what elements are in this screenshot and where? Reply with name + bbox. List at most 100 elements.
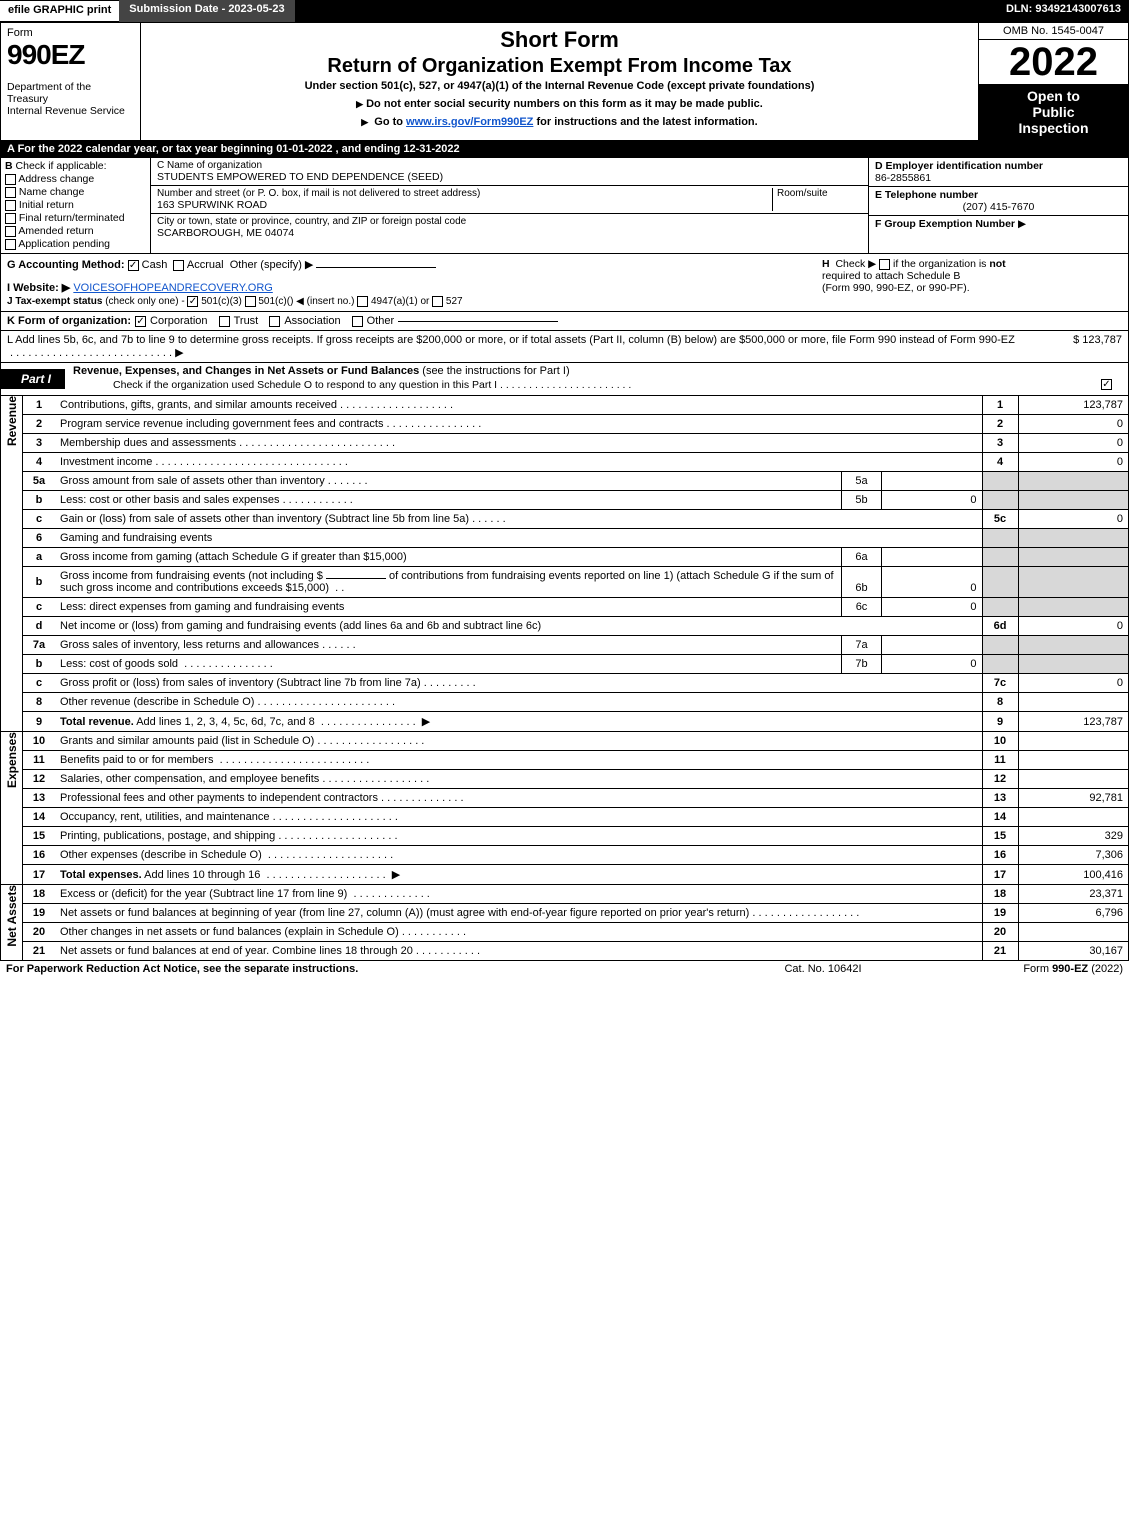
chk-527[interactable] <box>432 296 443 307</box>
line-3: 3 Membership dues and assessments . . . … <box>23 434 1128 453</box>
part-1-header: Part I Revenue, Expenses, and Changes in… <box>0 363 1129 396</box>
line-12: 12 Salaries, other compensation, and emp… <box>23 770 1128 789</box>
part-1-subtitle: (see the instructions for Part I) <box>422 365 569 377</box>
topbar: efile GRAPHIC print Submission Date - 20… <box>0 0 1129 22</box>
i-label: I Website: ▶ <box>7 282 70 294</box>
c-city-label: City or town, state or province, country… <box>157 216 862 227</box>
line-6a: a Gross income from gaming (attach Sched… <box>23 548 1128 567</box>
short-form-label: Short Form <box>149 27 970 53</box>
line-11: 11 Benefits paid to or for members . . .… <box>23 751 1128 770</box>
website-link[interactable]: VOICESOFHOPEANDRECOVERY.ORG <box>73 282 272 294</box>
chk-application-pending[interactable]: Application pending <box>5 238 146 250</box>
chk-4947[interactable] <box>357 296 368 307</box>
chk-amended-return[interactable]: Amended return <box>5 225 146 237</box>
h-block: H Check ▶ if the organization is not req… <box>822 258 1122 307</box>
e-label: E Telephone number <box>875 189 978 201</box>
line-5c: c Gain or (loss) from sale of assets oth… <box>23 510 1128 529</box>
chk-schedule-b[interactable] <box>879 259 890 270</box>
org-name: STUDENTS EMPOWERED TO END DEPENDENCE (SE… <box>157 171 862 183</box>
line-6d: d Net income or (loss) from gaming and f… <box>23 617 1128 636</box>
irs-link[interactable]: www.irs.gov/Form990EZ <box>406 116 533 128</box>
chk-501c[interactable] <box>245 296 256 307</box>
line-5a: 5a Gross amount from sale of assets othe… <box>23 472 1128 491</box>
chk-schedule-o[interactable] <box>1101 379 1112 390</box>
line-21: 21 Net assets or fund balances at end of… <box>23 942 1128 961</box>
form-word: Form <box>7 27 134 39</box>
line-2: 2 Program service revenue including gove… <box>23 415 1128 434</box>
part-1-tag: Part I <box>1 369 65 389</box>
chk-address-change[interactable]: Address change <box>5 173 146 185</box>
line-17: 17 Total expenses. Add lines 10 through … <box>23 865 1128 885</box>
revenue-tab: Revenue <box>1 396 23 731</box>
line-6c: c Less: direct expenses from gaming and … <box>23 598 1128 617</box>
chk-501c3[interactable] <box>187 296 198 307</box>
f-label: F Group Exemption Number <box>875 218 1015 230</box>
chk-cash[interactable] <box>128 260 139 271</box>
chk-association[interactable] <box>269 316 280 327</box>
line-5b: b Less: cost or other basis and sales ex… <box>23 491 1128 510</box>
page-footer: For Paperwork Reduction Act Notice, see … <box>0 961 1129 977</box>
org-city: SCARBOROUGH, ME 04074 <box>157 227 862 239</box>
form-ref: Form 990-EZ (2022) <box>923 963 1123 975</box>
form-title: Return of Organization Exempt From Incom… <box>149 55 970 78</box>
efile-print[interactable]: efile GRAPHIC print <box>0 0 119 22</box>
d-label: D Employer identification number <box>875 160 1043 172</box>
line-18: 18 Excess or (deficit) for the year (Sub… <box>23 885 1128 904</box>
fundraising-amt-input[interactable] <box>326 578 386 579</box>
form-header: Form 990EZ Department of the Treasury In… <box>0 22 1129 141</box>
chk-trust[interactable] <box>219 316 230 327</box>
line-1: 1 Contributions, gifts, grants, and simi… <box>23 396 1128 415</box>
line-8: 8 Other revenue (describe in Schedule O)… <box>23 693 1128 712</box>
note-goto: Go to www.irs.gov/Form990EZ for instruct… <box>149 116 970 128</box>
line-4: 4 Investment income . . . . . . . . . . … <box>23 453 1128 472</box>
form-subtitle: Under section 501(c), 527, or 4947(a)(1)… <box>149 80 970 92</box>
open-to-public: Open to Public Inspection <box>979 84 1128 140</box>
form-title-block: Short Form Return of Organization Exempt… <box>141 23 978 140</box>
form-right-block: OMB No. 1545-0047 2022 Open to Public In… <box>978 23 1128 140</box>
col-b-checkboxes: B Check if applicable: Address change Na… <box>1 158 151 253</box>
row-k: K Form of organization: Corporation Trus… <box>0 312 1129 331</box>
j-label: J Tax-exempt status <box>7 296 102 307</box>
phone-value: (207) 415-7670 <box>875 201 1122 213</box>
form-id-block: Form 990EZ Department of the Treasury In… <box>1 23 141 140</box>
row-gh: G Accounting Method: Cash Accrual Other … <box>0 254 1129 312</box>
line-10: 10 Grants and similar amounts paid (list… <box>23 732 1128 751</box>
room-suite-label: Room/suite <box>777 188 862 199</box>
block-bcdef: B Check if applicable: Address change Na… <box>0 158 1129 254</box>
chk-corporation[interactable] <box>135 316 146 327</box>
chk-name-change[interactable]: Name change <box>5 186 146 198</box>
l-text: L Add lines 5b, 6c, and 7b to line 9 to … <box>7 334 1015 346</box>
expenses-section: Expenses 10 Grants and similar amounts p… <box>0 732 1129 885</box>
chk-other-org[interactable] <box>352 316 363 327</box>
other-org-input[interactable] <box>398 321 558 322</box>
tax-year: 2022 <box>979 40 1128 84</box>
submission-date: Submission Date - 2023-05-23 <box>119 0 294 22</box>
form-number: 990EZ <box>7 39 134 71</box>
row-a-tax-year: A For the 2022 calendar year, or tax yea… <box>0 141 1129 158</box>
arrow-icon: ▶ <box>1018 218 1026 230</box>
g-label: G Accounting Method: <box>7 259 125 271</box>
note-ssn: Do not enter social security numbers on … <box>149 98 970 110</box>
l-amount: $ 123,787 <box>1032 334 1122 359</box>
chk-initial-return[interactable]: Initial return <box>5 199 146 211</box>
part-1-checkline: Check if the organization used Schedule … <box>113 379 497 391</box>
chk-accrual[interactable] <box>173 260 184 271</box>
dept-treasury: Department of the Treasury <box>7 81 134 105</box>
omb-number: OMB No. 1545-0047 <box>979 23 1128 40</box>
expenses-tab: Expenses <box>1 732 23 884</box>
col-def: D Employer identification number 86-2855… <box>868 158 1128 253</box>
paperwork-notice: For Paperwork Reduction Act Notice, see … <box>6 963 723 975</box>
irs-label: Internal Revenue Service <box>7 105 134 117</box>
line-16: 16 Other expenses (describe in Schedule … <box>23 846 1128 865</box>
line-6b: b Gross income from fundraising events (… <box>23 567 1128 598</box>
net-assets-tab: Net Assets <box>1 885 23 960</box>
chk-final-return[interactable]: Final return/terminated <box>5 212 146 224</box>
part-1-title: Revenue, Expenses, and Changes in Net As… <box>73 365 419 377</box>
other-specify-input[interactable] <box>316 267 436 268</box>
net-assets-section: Net Assets 18 Excess or (deficit) for th… <box>0 885 1129 961</box>
line-9: 9 Total revenue. Add lines 1, 2, 3, 4, 5… <box>23 712 1128 732</box>
line-7a: 7a Gross sales of inventory, less return… <box>23 636 1128 655</box>
line-14: 14 Occupancy, rent, utilities, and maint… <box>23 808 1128 827</box>
line-19: 19 Net assets or fund balances at beginn… <box>23 904 1128 923</box>
cat-no: Cat. No. 10642I <box>723 963 923 975</box>
